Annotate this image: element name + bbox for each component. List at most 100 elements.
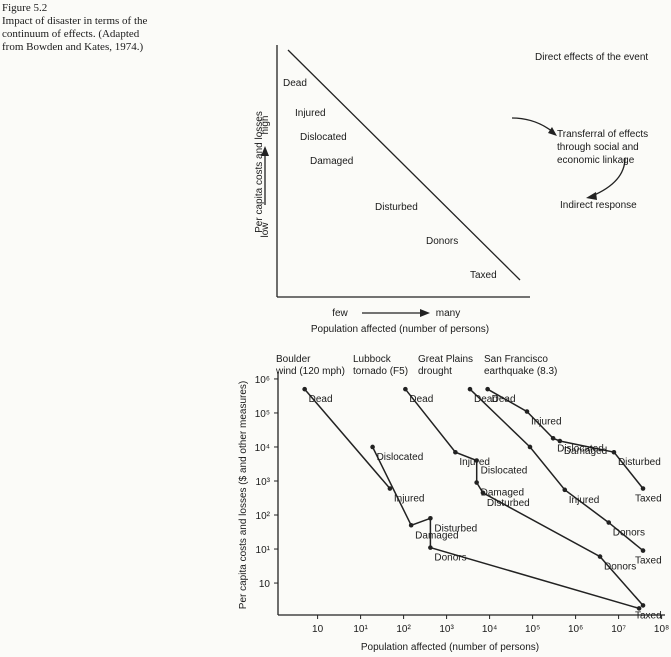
y-axis-title: Per capita costs and losses ($ and other…: [238, 381, 249, 609]
series-header: Great Plains: [418, 354, 473, 365]
caption: Figure 5.2: [2, 2, 47, 14]
point: [527, 444, 533, 450]
series-header: wind (120 mph): [275, 366, 345, 377]
caption: continuum of effects. (Adapted: [2, 28, 140, 40]
note: Direct effects of the event: [535, 52, 648, 63]
curved-arrow: [591, 157, 626, 197]
point: [428, 545, 433, 550]
effect-label: Taxed: [470, 270, 497, 281]
point: [557, 438, 563, 444]
point-label: Dead: [309, 394, 333, 405]
point: [524, 409, 530, 414]
point: [474, 458, 479, 463]
point: [640, 603, 646, 608]
series-header: drought: [418, 366, 452, 377]
point-label: Injured: [394, 494, 425, 505]
point-label: Damaged: [481, 488, 524, 499]
y-tick-label: 10: [259, 579, 271, 590]
point: [636, 606, 642, 611]
point: [597, 554, 603, 559]
note: Transferral of effects: [557, 129, 648, 140]
x-low: few: [332, 308, 348, 319]
effect-label: Dead: [283, 78, 307, 89]
point: [480, 490, 486, 496]
series-header: San Francisco: [484, 354, 548, 365]
x-tick-label: 10: [312, 624, 324, 635]
effect-line: [287, 49, 521, 281]
x-tick-label: 10⁷: [611, 624, 626, 635]
point-label: Damaged: [564, 446, 607, 457]
x-high: many: [436, 308, 460, 319]
point: [474, 480, 479, 485]
point-label: Damaged: [415, 530, 458, 541]
series-header: earthquake (8.3): [484, 366, 557, 377]
y-tick-label: 10¹: [256, 545, 271, 556]
point: [370, 444, 375, 450]
effect-label: Damaged: [310, 156, 353, 167]
effect-label: Donors: [426, 236, 458, 247]
caption: from Bowden and Kates, 1974.): [2, 41, 143, 53]
series-header: Boulder: [276, 354, 311, 365]
point-label: Injured: [531, 417, 562, 428]
point: [606, 520, 612, 525]
point-label: Injured: [569, 495, 600, 506]
series-header: Lubbock: [353, 354, 392, 365]
point-label: Disturbed: [487, 498, 530, 509]
point: [467, 386, 473, 392]
y-tick-label: 10⁶: [255, 375, 270, 386]
x-tick-label: 10⁶: [568, 624, 583, 635]
x-tick-label: 10¹: [353, 624, 368, 635]
x-tick-label: 10³: [439, 624, 454, 635]
point: [562, 487, 568, 493]
point-label: Dislocated: [377, 452, 424, 463]
x-tick-label: 10²: [396, 624, 411, 635]
y-tick-label: 10³: [256, 477, 271, 488]
x-tick-label: 10⁵: [525, 624, 540, 635]
series-line: [304, 388, 391, 489]
y-tick-label: 10⁵: [255, 409, 270, 420]
point: [550, 435, 556, 441]
point-label: Donors: [434, 553, 466, 564]
x-tick-label: 10⁸: [654, 624, 669, 635]
series-line: [487, 388, 644, 489]
point-label: Dislocated: [481, 466, 528, 477]
y-tick-label: 10²: [256, 511, 271, 522]
effect-label: Disturbed: [375, 202, 418, 213]
point: [408, 522, 414, 528]
arrow-head: [420, 309, 430, 317]
point: [428, 516, 433, 521]
effect-label: Dislocated: [300, 132, 347, 143]
point: [302, 386, 307, 392]
point-label: Donors: [613, 528, 645, 539]
point-label: Taxed: [635, 610, 662, 621]
y-high: high: [260, 116, 271, 135]
point-label: Disturbed: [434, 523, 477, 534]
x-axis-title: Population affected (number of persons): [311, 324, 489, 335]
point: [403, 386, 408, 392]
point-label: Dead: [474, 394, 498, 405]
note: economic linkage: [557, 155, 635, 166]
x-axis-title: Population affected (number of persons): [361, 642, 539, 653]
arrow-head: [261, 146, 269, 156]
point-label: Disturbed: [618, 457, 661, 468]
point: [485, 386, 490, 392]
series-header: tornado (F5): [353, 366, 408, 377]
note: through social and: [557, 142, 639, 153]
point-label: Taxed: [635, 494, 662, 505]
point-label: Injured: [459, 457, 490, 468]
point: [453, 449, 458, 455]
effect-label: Injured: [295, 108, 326, 119]
caption: Impact of disaster in terms of the: [2, 15, 148, 27]
y-tick-label: 10⁴: [255, 443, 270, 454]
arrow-head: [548, 127, 557, 136]
point: [387, 486, 393, 491]
point-label: Dislocated: [557, 443, 604, 454]
y-low: low: [260, 222, 271, 238]
point-label: Dead: [409, 394, 433, 405]
x-tick-label: 10⁴: [482, 624, 497, 635]
point: [611, 449, 617, 455]
point: [640, 548, 646, 553]
point-label: Dead: [492, 394, 516, 405]
point-label: Taxed: [635, 556, 662, 567]
